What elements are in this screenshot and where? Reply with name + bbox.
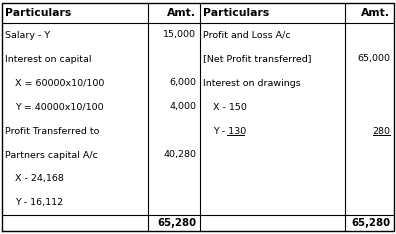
Text: Interest on capital: Interest on capital	[5, 55, 91, 63]
Text: Particulars: Particulars	[5, 8, 71, 18]
Text: X = 60000x10/100: X = 60000x10/100	[15, 78, 105, 88]
Text: 280: 280	[372, 127, 390, 135]
Text: Partners capital A/c: Partners capital A/c	[5, 150, 98, 160]
Text: 15,000: 15,000	[163, 30, 196, 40]
Text: 65,280: 65,280	[351, 218, 390, 228]
Text: 65,000: 65,000	[357, 55, 390, 63]
Text: 65,280: 65,280	[157, 218, 196, 228]
Text: Amt.: Amt.	[167, 8, 196, 18]
Text: Amt.: Amt.	[361, 8, 390, 18]
Text: Salary - Y: Salary - Y	[5, 30, 50, 40]
Text: 4,000: 4,000	[169, 102, 196, 111]
Text: Y - 130: Y - 130	[213, 127, 246, 135]
Text: Particulars: Particulars	[203, 8, 269, 18]
Text: [Net Profit transferred]: [Net Profit transferred]	[203, 55, 312, 63]
Text: 40,280: 40,280	[163, 150, 196, 160]
Text: Y - 16,112: Y - 16,112	[15, 198, 63, 208]
Text: Profit Transferred to: Profit Transferred to	[5, 127, 99, 135]
Text: Interest on drawings: Interest on drawings	[203, 78, 301, 88]
Text: X - 24,168: X - 24,168	[15, 175, 64, 183]
Text: Profit and Loss A/c: Profit and Loss A/c	[203, 30, 291, 40]
Text: Y = 40000x10/100: Y = 40000x10/100	[15, 102, 104, 111]
Text: 6,000: 6,000	[169, 78, 196, 88]
Text: X - 150: X - 150	[213, 102, 247, 111]
